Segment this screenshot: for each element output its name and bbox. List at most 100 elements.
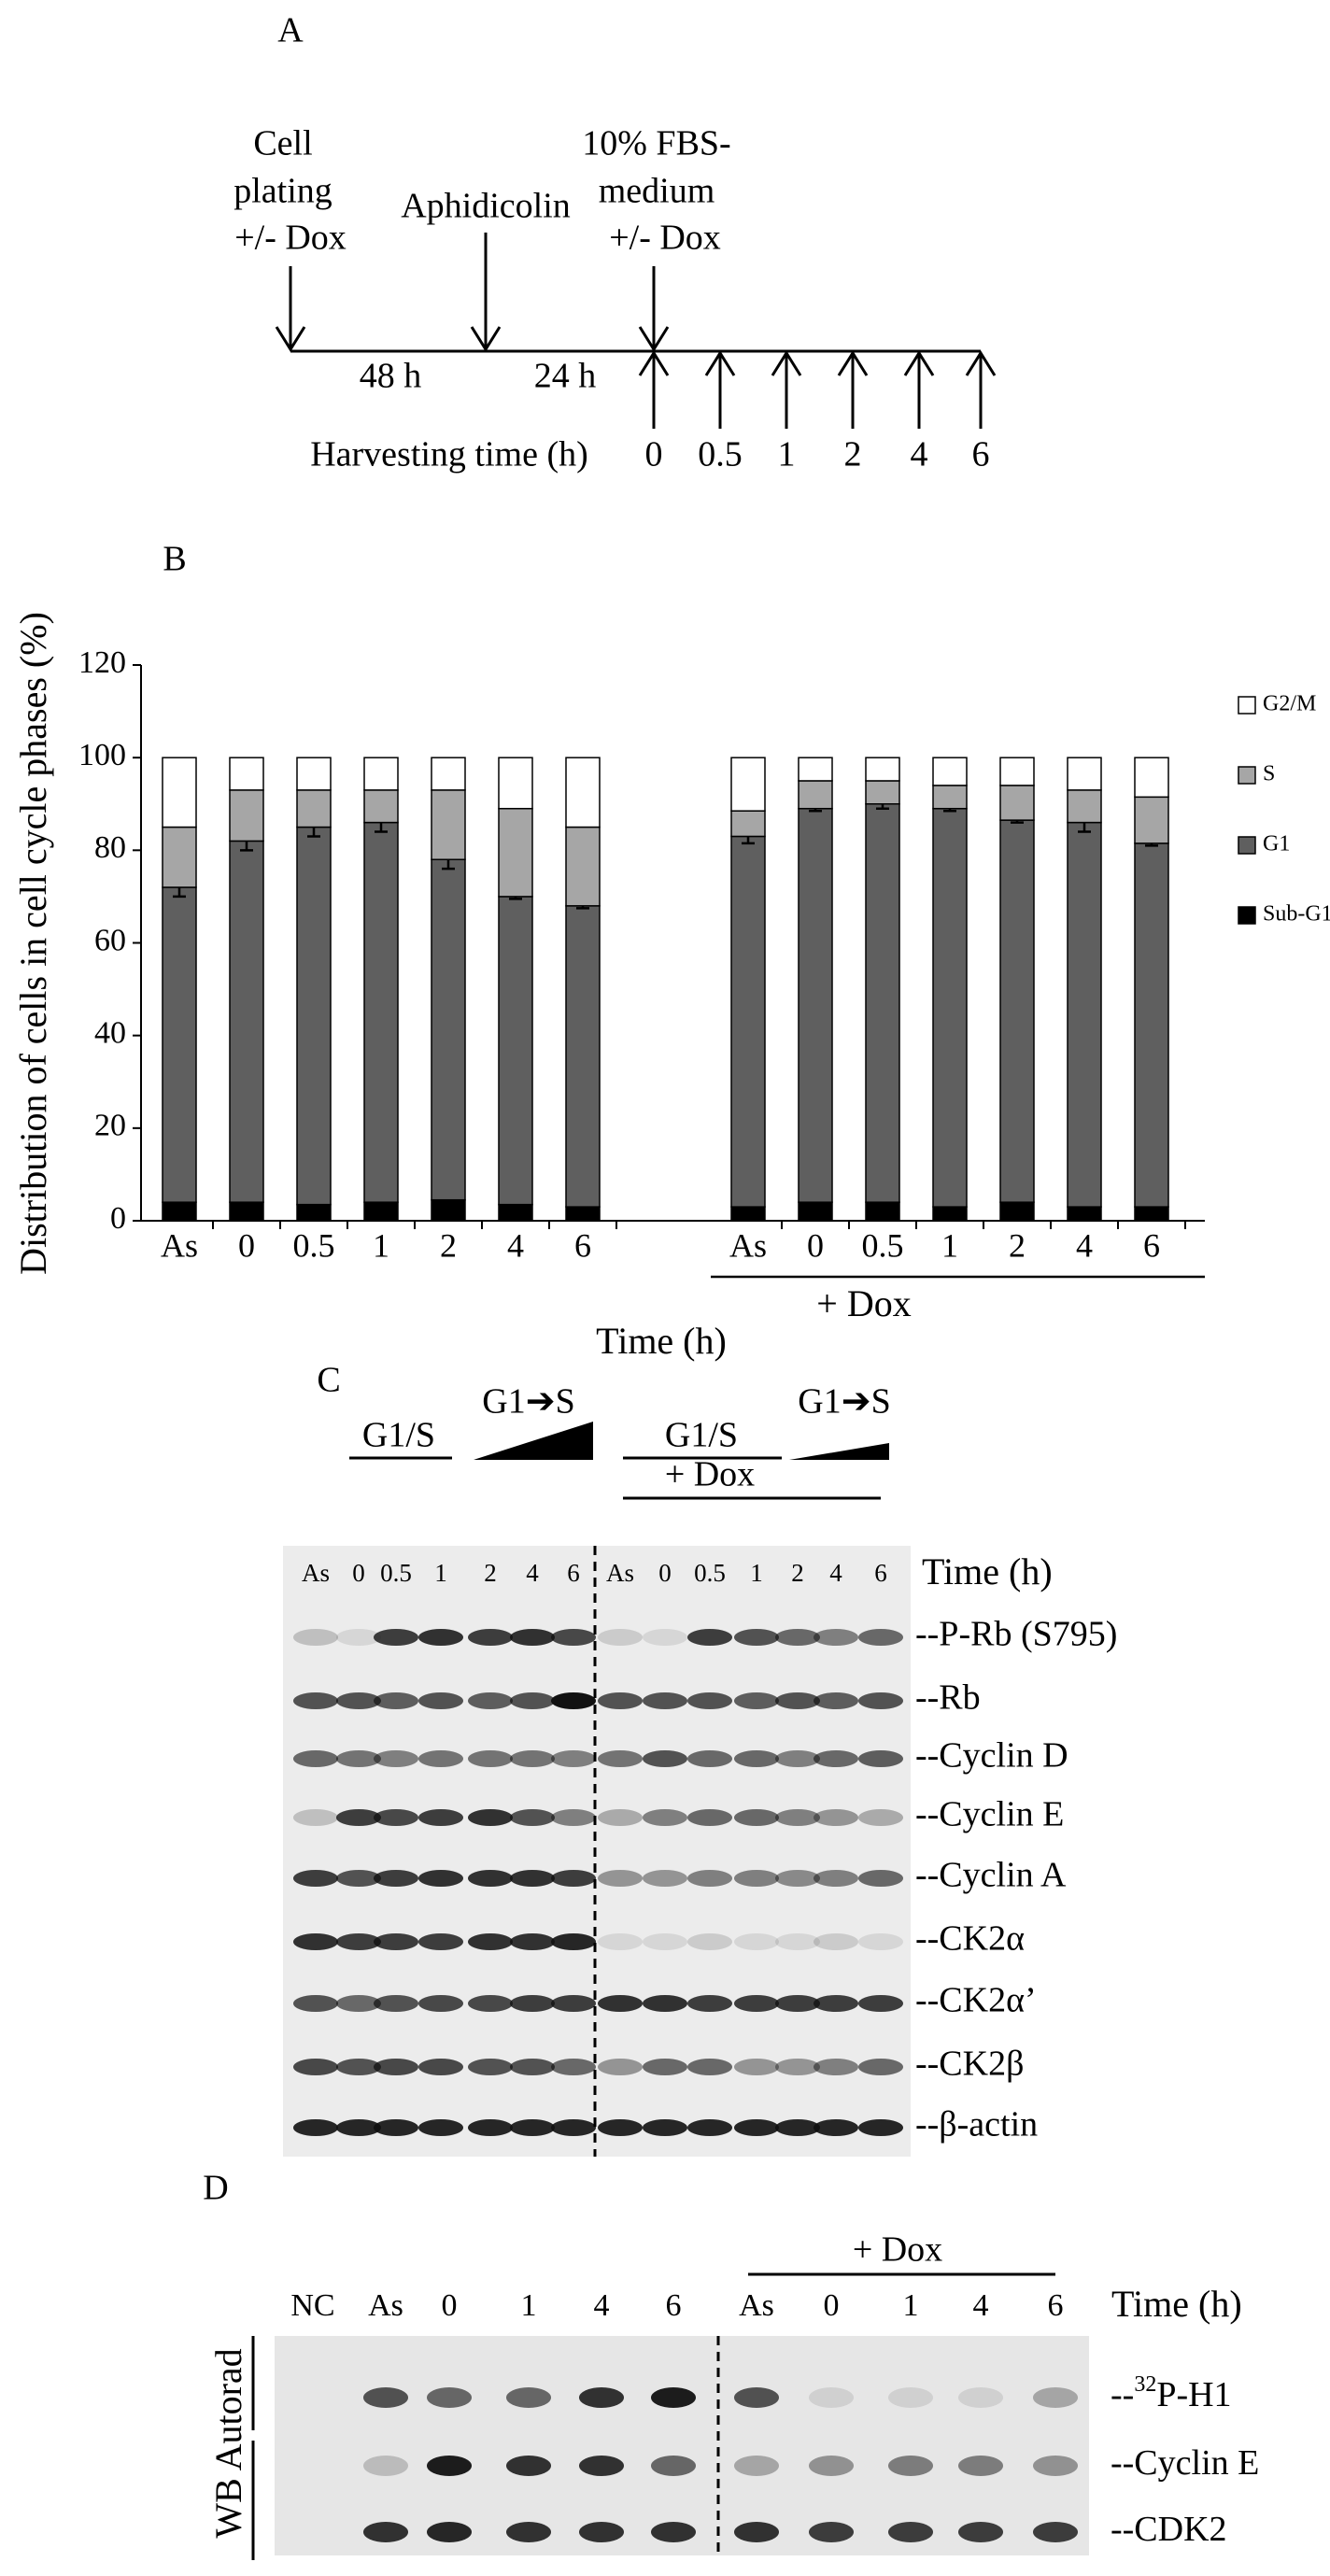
band bbox=[336, 1629, 381, 1646]
band bbox=[468, 2119, 513, 2136]
band bbox=[858, 2119, 903, 2136]
bar-segment bbox=[565, 905, 601, 1208]
band bbox=[468, 2059, 513, 2075]
legend-label: S bbox=[1263, 762, 1275, 786]
bar-segment bbox=[296, 1203, 332, 1222]
band-label: --β-actin bbox=[915, 2105, 1038, 2144]
band bbox=[687, 1809, 732, 1826]
time-label: Time (h) bbox=[922, 1550, 1053, 1592]
band bbox=[551, 1809, 596, 1826]
bar-segment bbox=[730, 757, 766, 812]
bar-segment bbox=[498, 896, 533, 1206]
harvest-time: 0 bbox=[645, 435, 663, 474]
bar-segment bbox=[565, 826, 601, 907]
legend-label: G2/M bbox=[1263, 692, 1316, 716]
lane-label: 1 bbox=[434, 1559, 447, 1587]
band bbox=[551, 1995, 596, 2012]
band-label: --CK2α’ bbox=[915, 1981, 1037, 2020]
band-label: --Rb bbox=[915, 1678, 981, 1718]
x-tick-label: 0 bbox=[807, 1226, 824, 1264]
lane-label: 2 bbox=[484, 1559, 497, 1587]
band bbox=[468, 1809, 513, 1826]
lane-label: 4 bbox=[594, 2288, 610, 2323]
band-label-text: --CDK2 bbox=[1111, 2510, 1227, 2549]
arrow bbox=[275, 266, 306, 352]
band bbox=[734, 1750, 779, 1767]
band bbox=[888, 2387, 933, 2408]
bar-segment bbox=[865, 757, 900, 782]
lane-label: 6 bbox=[874, 1559, 887, 1587]
lane-label: 1 bbox=[521, 2288, 537, 2323]
band bbox=[293, 1809, 338, 1826]
lane-label: 0.5 bbox=[694, 1559, 726, 1587]
bar-segment bbox=[296, 826, 332, 1206]
x-tick-label: 4 bbox=[507, 1226, 524, 1264]
band-label: --P-Rb (S795) bbox=[915, 1615, 1117, 1654]
band bbox=[643, 1995, 687, 2012]
lane-label: 6 bbox=[567, 1559, 580, 1587]
bar-segment bbox=[498, 1203, 533, 1222]
bar-segment bbox=[730, 1206, 766, 1222]
band bbox=[814, 1750, 858, 1767]
x-tick-label: 1 bbox=[373, 1226, 389, 1264]
band bbox=[687, 1933, 732, 1950]
x-tick-label: 0.5 bbox=[862, 1226, 904, 1264]
band bbox=[858, 1933, 903, 1950]
bar-segment bbox=[296, 757, 332, 791]
band bbox=[814, 1809, 858, 1826]
band bbox=[468, 1692, 513, 1709]
event-text: medium bbox=[599, 172, 715, 211]
band bbox=[293, 2059, 338, 2075]
bar-segment bbox=[865, 1201, 900, 1222]
band bbox=[374, 1629, 418, 1646]
band bbox=[293, 2119, 338, 2136]
lane-label: As bbox=[739, 2288, 774, 2323]
band bbox=[858, 1750, 903, 1767]
lane-label: 6 bbox=[1048, 2288, 1064, 2323]
band bbox=[734, 2456, 779, 2476]
band bbox=[418, 1995, 463, 2012]
band bbox=[510, 1809, 555, 1826]
bar-segment bbox=[162, 886, 197, 1203]
band bbox=[814, 1692, 858, 1709]
side-label-autorad: Autorad bbox=[207, 2348, 249, 2470]
lane-label: 0 bbox=[658, 1559, 672, 1587]
band bbox=[510, 2119, 555, 2136]
arrow bbox=[638, 266, 670, 352]
band bbox=[775, 1750, 820, 1767]
bar-segment bbox=[1134, 796, 1169, 844]
band bbox=[510, 1995, 555, 2012]
band bbox=[651, 2522, 696, 2542]
panel-b: B Distribution of cells in cell cycle pha… bbox=[12, 540, 1330, 1362]
blot bbox=[283, 1546, 911, 2157]
band bbox=[643, 1750, 687, 1767]
time-label: Time (h) bbox=[1111, 2283, 1242, 2325]
band bbox=[510, 1750, 555, 1767]
band bbox=[858, 1629, 903, 1646]
band bbox=[888, 2456, 933, 2476]
band bbox=[293, 1995, 338, 2012]
bar-segment bbox=[798, 807, 833, 1203]
dox-label: + Dox bbox=[665, 1455, 755, 1494]
band bbox=[888, 2522, 933, 2542]
bar-segment bbox=[229, 757, 264, 791]
ramp bbox=[789, 1443, 889, 1460]
band-label: --Cyclin A bbox=[915, 1856, 1067, 1895]
band bbox=[814, 1995, 858, 2012]
band bbox=[1033, 2456, 1078, 2476]
band bbox=[418, 1629, 463, 1646]
band bbox=[643, 1809, 687, 1826]
x-tick-label: 1 bbox=[941, 1226, 958, 1264]
bar-segment bbox=[296, 789, 332, 828]
lane-label: 0 bbox=[442, 2288, 458, 2323]
band bbox=[809, 2522, 854, 2542]
legend-label: Sub-G1 bbox=[1263, 902, 1330, 927]
band bbox=[643, 1933, 687, 1950]
panel-label: C bbox=[317, 1361, 340, 1400]
arrow bbox=[771, 350, 802, 429]
bar-segment bbox=[798, 757, 833, 782]
band bbox=[551, 1692, 596, 1709]
x-axis-label: Time (h) bbox=[596, 1320, 727, 1362]
band bbox=[510, 1629, 555, 1646]
